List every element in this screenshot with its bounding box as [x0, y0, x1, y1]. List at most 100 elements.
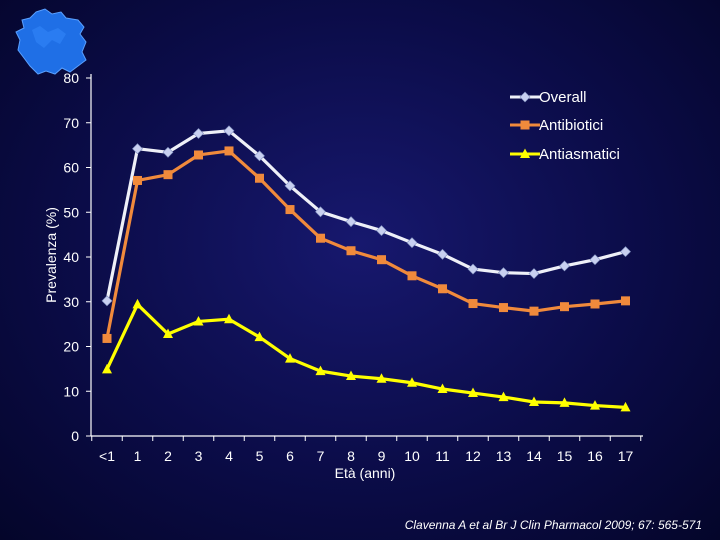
data-point-antiasmatici [559, 397, 570, 407]
data-point-overall [345, 216, 357, 228]
data-point-antibiotici [377, 255, 386, 265]
x-tick-label: 4 [225, 448, 233, 464]
x-ticks: <1 1 2 3 4 5 6 7 8 9 10 11 12 13 14 15 16 17 [91, 436, 642, 464]
series-line-antibiotici [105, 149, 626, 339]
data-point-overall [528, 268, 540, 279]
legend-marker-antiasmatici [520, 148, 530, 158]
data-point-antibiotici [194, 150, 203, 160]
data-point-antiasmatici [468, 387, 478, 398]
data-point-antibiotici [499, 303, 508, 313]
x-tick-label: 3 [195, 448, 203, 464]
data-point-antiasmatici [437, 383, 448, 394]
data-point-overall [406, 237, 418, 249]
data-point-antibiotici [407, 271, 417, 281]
data-point-antibiotici [316, 233, 325, 243]
x-tick-label: 17 [618, 448, 634, 464]
data-point-antibiotici [224, 146, 234, 156]
x-tick-label: 15 [557, 448, 573, 464]
data-point-antibiotici [621, 296, 630, 306]
data-point-antiasmatici [132, 298, 143, 309]
lombardia-map-logo [15, 8, 87, 75]
y-tick-label: 40 [63, 249, 79, 265]
y-ticks: 0 10 20 30 40 50 60 70 80 [63, 70, 91, 444]
x-tick-label: 13 [496, 448, 512, 464]
data-point-antiasmatici [254, 331, 265, 342]
x-tick-label: 1 [134, 448, 142, 464]
data-point-antibiotici [163, 170, 173, 180]
data-point-overall [284, 180, 296, 192]
y-tick-label: 0 [71, 428, 79, 444]
legend-item-overall: Overall [510, 89, 587, 106]
legend-marker-overall [519, 91, 531, 103]
data-point-antibiotici [133, 175, 142, 185]
data-point-antibiotici [438, 284, 447, 294]
data-point-overall [437, 248, 448, 260]
x-axis: <1 1 2 3 4 5 6 7 8 9 10 11 12 13 14 15 16 17 [91, 435, 643, 464]
citation: Clavenna A et al Br J Clin Pharmacol 200… [404, 518, 702, 532]
data-point-overall [589, 254, 601, 266]
legend-item-antibiotici: Antibiotici [510, 117, 603, 134]
lombardia-map-detail [32, 26, 66, 48]
x-tick-label: 5 [256, 448, 264, 464]
data-point-antiasmatici [224, 313, 234, 324]
y-tick-label: 50 [63, 204, 79, 220]
data-point-antiasmatici [498, 391, 509, 402]
data-point-antiasmatici [102, 363, 112, 374]
y-tick-label: 10 [63, 383, 79, 399]
x-axis-title: Età (anni) [335, 465, 396, 481]
data-point-antiasmatici [346, 370, 356, 381]
series-overall [101, 125, 631, 307]
data-point-antiasmatici [315, 365, 326, 376]
y-tick-label: 60 [63, 160, 79, 176]
data-point-antiasmatici [193, 315, 204, 326]
legend-label: Antiasmatici [539, 146, 620, 163]
data-point-antiasmatici [529, 396, 539, 406]
x-tick-label: 6 [286, 448, 294, 464]
y-axis: 0 10 20 30 40 50 60 70 80 [63, 70, 92, 444]
x-tick-label: 12 [465, 448, 481, 464]
data-point-overall [315, 206, 326, 218]
x-tick-label: 8 [347, 448, 355, 464]
x-tick-label: 10 [404, 448, 420, 464]
data-point-antibiotici [255, 173, 264, 183]
series-antibiotici [102, 146, 630, 343]
data-point-overall [132, 143, 143, 155]
lombardia-map-shape [15, 8, 87, 75]
y-tick-label: 20 [63, 339, 79, 355]
data-point-antibiotici [590, 299, 600, 309]
data-point-antiasmatici [163, 328, 173, 338]
data-point-antibiotici [529, 306, 539, 316]
data-point-antiasmatici [285, 353, 295, 363]
data-point-overall [162, 146, 174, 158]
data-point-overall [620, 246, 631, 258]
data-point-overall [498, 267, 509, 279]
series-line-overall [105, 129, 626, 302]
data-point-antiasmatici [590, 400, 600, 410]
x-tick-label: 9 [378, 448, 386, 464]
data-point-antibiotici [560, 302, 569, 312]
y-tick-label: 30 [63, 294, 79, 310]
legend-marker-antibiotici [520, 120, 530, 130]
data-point-overall [254, 150, 265, 162]
y-tick-label: 70 [63, 115, 79, 131]
data-point-overall [193, 128, 204, 139]
y-axis-title: Prevalenza (%) [43, 207, 59, 303]
legend: Overall Antibiotici Antiasmatici [510, 89, 620, 163]
series-antiasmatici [102, 298, 631, 412]
legend-label: Antibiotici [539, 117, 603, 134]
x-tick-label: 14 [526, 448, 542, 464]
data-point-antiasmatici [620, 401, 631, 412]
data-point-overall [376, 225, 387, 237]
data-point-antibiotici [285, 205, 295, 215]
data-point-overall [559, 260, 570, 272]
data-point-overall [101, 295, 113, 307]
data-point-antibiotici [102, 333, 112, 343]
series-line-antiasmatici [105, 302, 626, 409]
y-tick-label: 80 [63, 70, 79, 86]
data-point-overall [223, 125, 235, 137]
data-point-overall [467, 263, 479, 275]
x-tick-label: 11 [435, 448, 450, 464]
legend-label: Overall [539, 89, 587, 106]
legend-item-antiasmatici: Antiasmatici [510, 146, 620, 163]
